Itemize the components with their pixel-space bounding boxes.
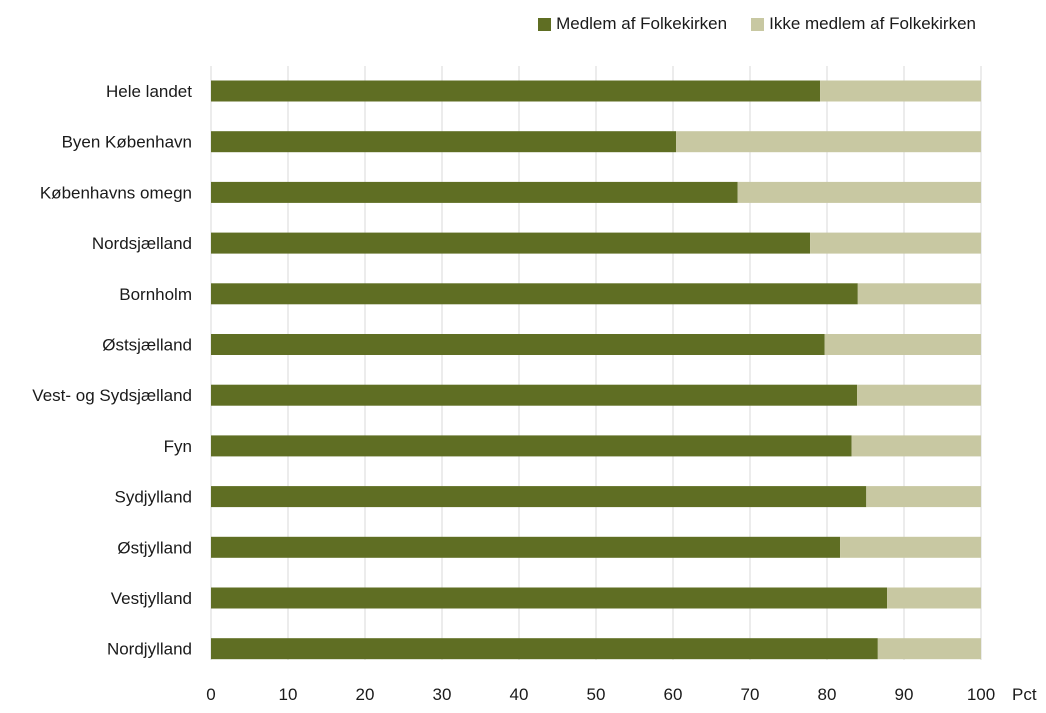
x-tick-label: 20 bbox=[356, 685, 375, 704]
bar-medlem bbox=[211, 232, 811, 254]
bar-medlem bbox=[211, 486, 867, 508]
bar-medlem bbox=[211, 283, 858, 305]
bar-ikke-medlem bbox=[810, 232, 981, 254]
bar-ikke-medlem bbox=[820, 80, 981, 102]
bar-medlem bbox=[211, 536, 841, 558]
x-tick-label: 50 bbox=[587, 685, 606, 704]
bar-ikke-medlem bbox=[877, 638, 981, 660]
bar-medlem bbox=[211, 587, 888, 609]
bar-ikke-medlem bbox=[851, 435, 981, 457]
category-label: Sydjylland bbox=[115, 488, 193, 507]
x-tick-label: 60 bbox=[664, 685, 683, 704]
legend-label-medlem: Medlem af Folkekirken bbox=[556, 14, 728, 33]
bar-ikke-medlem bbox=[824, 334, 981, 355]
x-tick-label: 70 bbox=[741, 685, 760, 704]
bar-ikke-medlem bbox=[840, 536, 981, 558]
x-tick-label: 40 bbox=[510, 685, 529, 704]
category-label: Bornholm bbox=[119, 285, 192, 304]
category-label: Nordsjælland bbox=[92, 234, 192, 253]
category-labels: Hele landet Byen København Københavns omeg… bbox=[32, 82, 192, 659]
x-unit-label: Pct bbox=[1012, 685, 1037, 704]
bar-medlem bbox=[211, 334, 825, 355]
category-label: Byen København bbox=[62, 133, 192, 152]
bars bbox=[211, 80, 981, 660]
x-tick-label: 10 bbox=[279, 685, 298, 704]
bar-medlem bbox=[211, 435, 852, 457]
bar-ikke-medlem bbox=[857, 384, 981, 406]
category-label: Vest- og Sydsjælland bbox=[32, 386, 192, 405]
x-tick-labels: 0 10 20 30 40 50 60 70 80 90 100 bbox=[206, 685, 995, 704]
category-label: Nordjylland bbox=[107, 640, 192, 659]
x-tick-label: 80 bbox=[818, 685, 837, 704]
x-tick-label: 90 bbox=[895, 685, 914, 704]
category-label: Fyn bbox=[164, 437, 192, 456]
bar-ikke-medlem bbox=[857, 283, 981, 305]
category-label: Østjylland bbox=[117, 538, 192, 557]
legend-item-medlem: Medlem af Folkekirken bbox=[538, 14, 727, 34]
x-tick-label: 30 bbox=[433, 685, 452, 704]
legend-item-ikke-medlem: Ikke medlem af Folkekirken bbox=[751, 14, 976, 34]
x-tick-label: 0 bbox=[206, 685, 215, 704]
bar-medlem bbox=[211, 80, 821, 102]
legend-swatch-medlem bbox=[538, 17, 552, 31]
bar-medlem bbox=[211, 131, 677, 153]
category-label: Hele landet bbox=[106, 82, 192, 101]
bar-ikke-medlem bbox=[737, 181, 981, 203]
bar-ikke-medlem bbox=[887, 587, 981, 609]
legend-label-ikke-medlem: Ikke medlem af Folkekirken bbox=[769, 14, 976, 33]
x-tick-label: 100 bbox=[967, 685, 995, 704]
bar-ikke-medlem bbox=[676, 131, 981, 153]
bar-medlem bbox=[211, 181, 738, 203]
category-label: Østsjælland bbox=[102, 336, 192, 355]
bar-ikke-medlem bbox=[866, 486, 981, 508]
category-label: Vestjylland bbox=[111, 589, 192, 608]
legend-swatch-ikke-medlem bbox=[751, 17, 765, 31]
bar-medlem bbox=[211, 638, 878, 660]
grid-lines bbox=[210, 66, 982, 660]
chart-legend: Medlem af Folkekirken Ikke medlem af Fol… bbox=[514, 14, 976, 34]
category-label: Københavns omegn bbox=[40, 183, 192, 202]
bar-medlem bbox=[211, 384, 858, 406]
